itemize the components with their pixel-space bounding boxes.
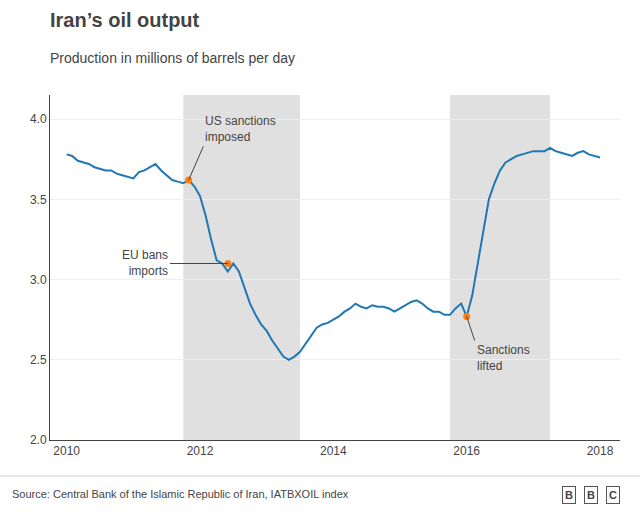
svg-text:2010: 2010 bbox=[53, 444, 80, 458]
svg-text:C: C bbox=[609, 489, 617, 501]
svg-text:4.0: 4.0 bbox=[30, 112, 47, 126]
svg-text:2016: 2016 bbox=[453, 444, 480, 458]
svg-text:2.5: 2.5 bbox=[30, 353, 47, 367]
svg-text:B: B bbox=[565, 489, 573, 501]
svg-text:3.5: 3.5 bbox=[30, 193, 47, 207]
svg-text:EU bansimports: EU bansimports bbox=[122, 248, 168, 278]
svg-text:B: B bbox=[587, 489, 595, 501]
svg-text:US sanctionsimposed: US sanctionsimposed bbox=[205, 114, 276, 144]
svg-text:2.0: 2.0 bbox=[30, 433, 47, 447]
svg-text:2018: 2018 bbox=[587, 444, 614, 458]
svg-text:3.0: 3.0 bbox=[30, 273, 47, 287]
svg-text:Production in millions of barr: Production in millions of barrels per da… bbox=[50, 50, 295, 66]
svg-text:Sanctionslifted: Sanctionslifted bbox=[477, 343, 530, 373]
svg-text:Source: Central Bank of the Is: Source: Central Bank of the Islamic Repu… bbox=[12, 488, 349, 500]
svg-text:2012: 2012 bbox=[187, 444, 214, 458]
svg-text:Iran’s oil output: Iran’s oil output bbox=[50, 9, 200, 31]
svg-text:2014: 2014 bbox=[320, 444, 347, 458]
